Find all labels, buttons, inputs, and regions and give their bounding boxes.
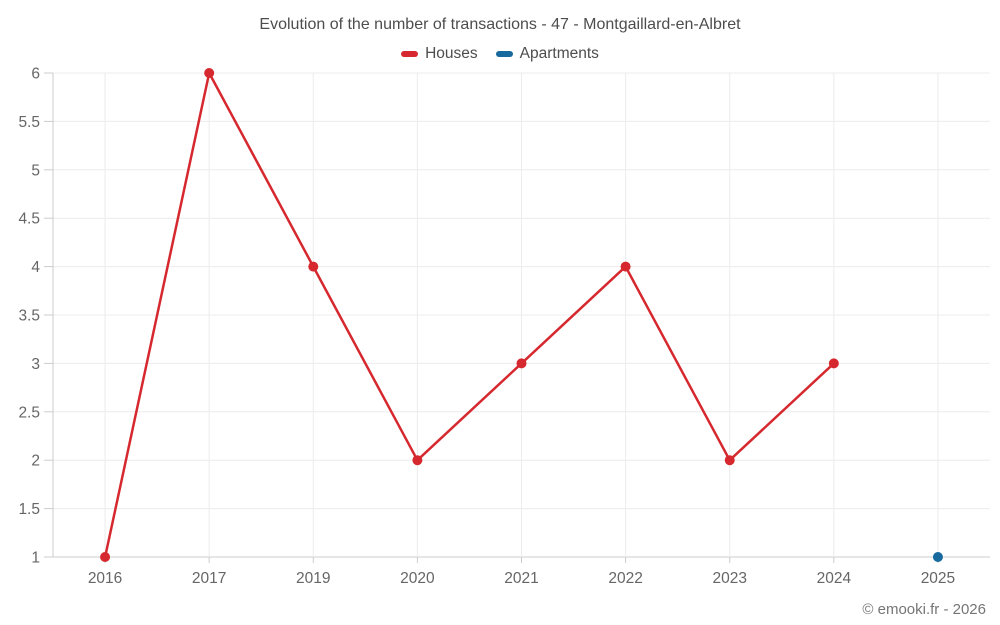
y-axis-label: 3.5 [18,308,40,325]
data-point-houses-2024[interactable] [828,358,839,369]
data-point-houses-2023[interactable] [724,455,735,466]
apartments-swatch-icon [495,51,513,57]
data-point-apartments-2025[interactable] [932,552,943,562]
y-axis-label: 1.5 [18,501,40,518]
chart-title: Evolution of the number of transactions … [259,16,741,33]
copyright-footer: © emooki.fr - 2026 [862,601,986,618]
y-axis-label: 2.5 [18,404,40,421]
y-axis-label: 4 [31,259,40,276]
x-axis-label: 2016 [88,570,122,587]
data-point-houses-2022[interactable] [620,261,631,272]
y-axis-label: 6 [31,66,40,83]
houses-swatch-icon [401,51,419,57]
y-axis-label: 2 [31,453,40,470]
legend-label-apartments: Apartments [519,45,599,62]
data-point-houses-2021[interactable] [516,358,527,369]
x-axis-label: 2021 [504,570,538,587]
x-axis-label: 2025 [921,570,955,587]
data-point-houses-2020[interactable] [412,455,423,466]
data-point-houses-2016[interactable] [100,552,111,562]
data-point-houses-2017[interactable] [204,68,215,78]
series-line-houses [103,71,836,559]
data-point-houses-2019[interactable] [308,261,319,272]
legend-label-houses: Houses [425,45,478,62]
legend-item-houses[interactable]: Houses [401,45,478,63]
y-axis-label: 1 [31,550,40,567]
x-axis-label: 2022 [608,570,642,587]
y-axis-label: 3 [31,356,40,373]
y-axis-label: 5.5 [18,114,40,131]
x-axis-label: 2017 [192,570,226,587]
x-axis-label: 2020 [400,570,435,587]
x-axis-label: 2023 [712,570,746,587]
x-axis-label: 2024 [817,570,852,587]
y-axis-label: 5 [31,162,40,179]
x-axis-label: 2019 [296,570,330,587]
y-axis-label: 4.5 [18,211,40,228]
chart-legend: Houses Apartments [0,45,1000,63]
legend-item-apartments[interactable]: Apartments [495,45,599,63]
